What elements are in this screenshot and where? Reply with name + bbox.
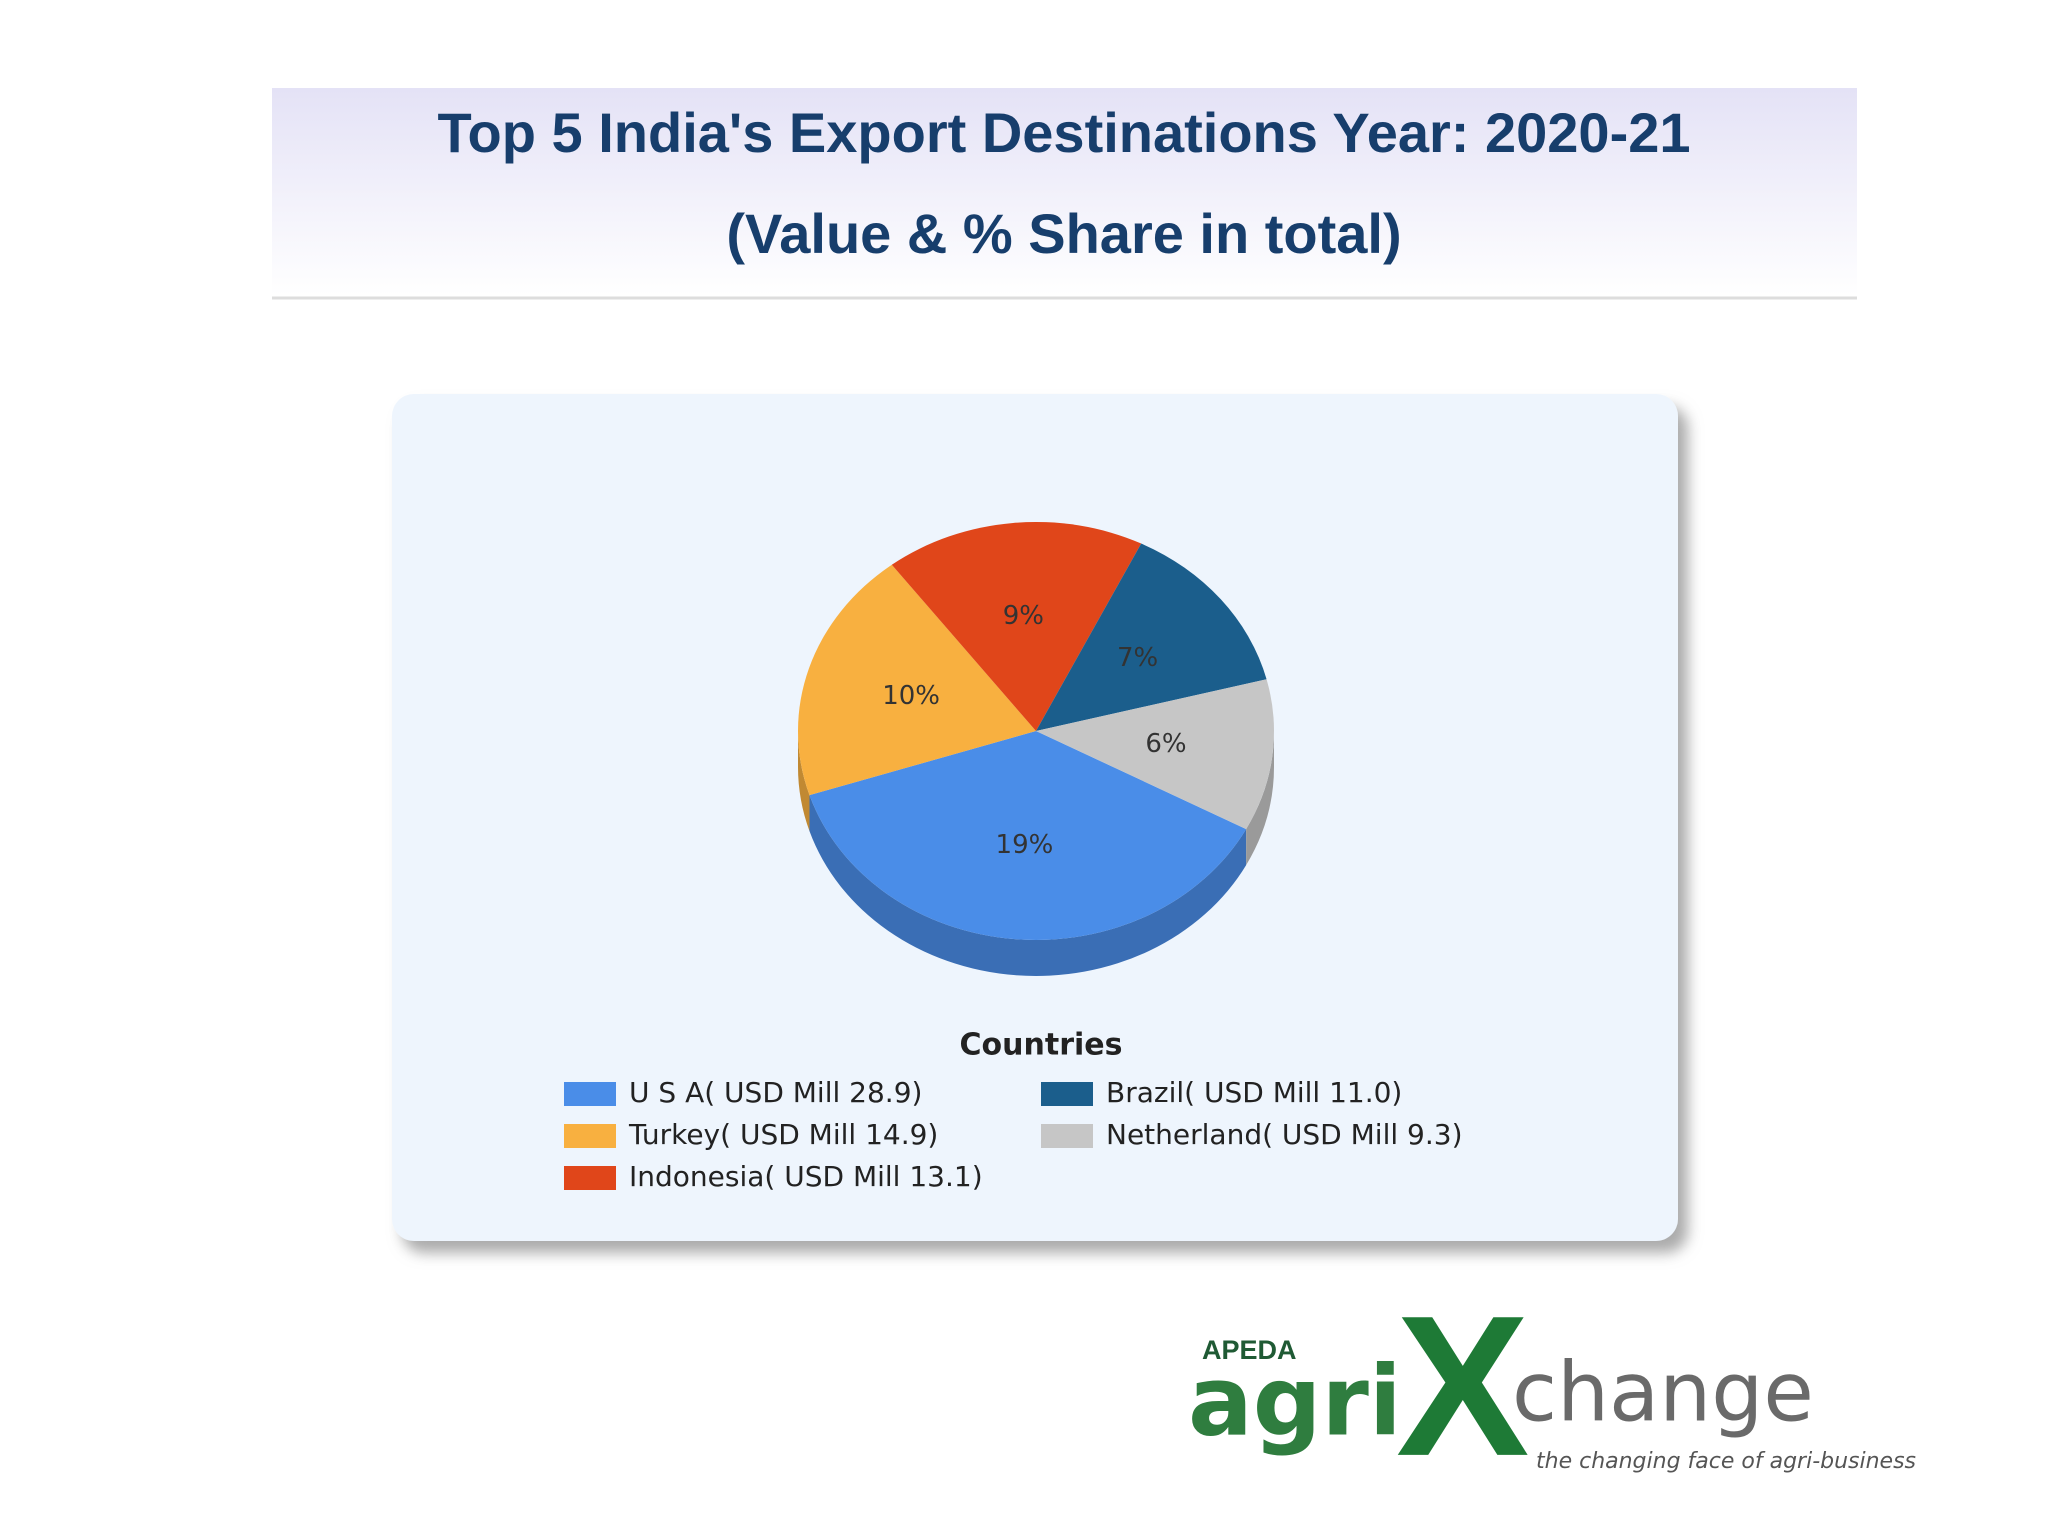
pie: 19% 10% 9% 7% 6% xyxy=(798,522,1274,977)
slice-side xyxy=(798,731,810,832)
logo-tagline: the changing face of agri-business xyxy=(1536,1449,1916,1474)
legend-swatch xyxy=(564,1124,616,1148)
legend-label: Turkey( USD Mill 14.9) xyxy=(628,1118,938,1151)
slice-label: 6% xyxy=(1145,729,1186,759)
legend-swatch xyxy=(564,1166,616,1190)
slice xyxy=(809,731,1247,940)
chart-subtitle: (Value & % Share in total) xyxy=(726,202,1401,265)
logo-agri: agri xyxy=(1188,1345,1402,1457)
legend-title: Countries xyxy=(960,1028,1123,1063)
legend-label: Brazil( USD Mill 11.0) xyxy=(1106,1076,1402,1109)
slice-label: 7% xyxy=(1117,643,1158,673)
slice-label: 9% xyxy=(1003,601,1044,631)
legend-label: Indonesia( USD Mill 13.1) xyxy=(629,1160,983,1193)
logo-x: X xyxy=(1396,1275,1529,1498)
slice-side xyxy=(809,795,1247,977)
slice xyxy=(1036,543,1267,731)
legend-label: U S A( USD Mill 28.9) xyxy=(629,1076,922,1109)
legend-label: Netherland( USD Mill 9.3) xyxy=(1106,1118,1463,1151)
legend: U S A( USD Mill 28.9) Turkey( USD Mill 14… xyxy=(564,1076,1463,1193)
slice-label: 19% xyxy=(996,830,1054,860)
logo: APEDA agri X change the changing face of… xyxy=(1188,1275,1916,1498)
legend-swatch xyxy=(1041,1082,1093,1106)
logo-change: change xyxy=(1512,1345,1814,1440)
slice-label: 10% xyxy=(882,681,940,711)
slice xyxy=(798,564,1036,796)
legend-swatch xyxy=(1041,1124,1093,1148)
logo-org: APEDA xyxy=(1202,1335,1297,1365)
slice xyxy=(1036,679,1274,830)
slice-side xyxy=(1246,731,1274,866)
title-band xyxy=(272,88,1857,296)
chart-title: Top 5 India's Export Destinations Year: … xyxy=(438,101,1691,164)
slice xyxy=(891,522,1142,731)
legend-swatch xyxy=(564,1082,616,1106)
